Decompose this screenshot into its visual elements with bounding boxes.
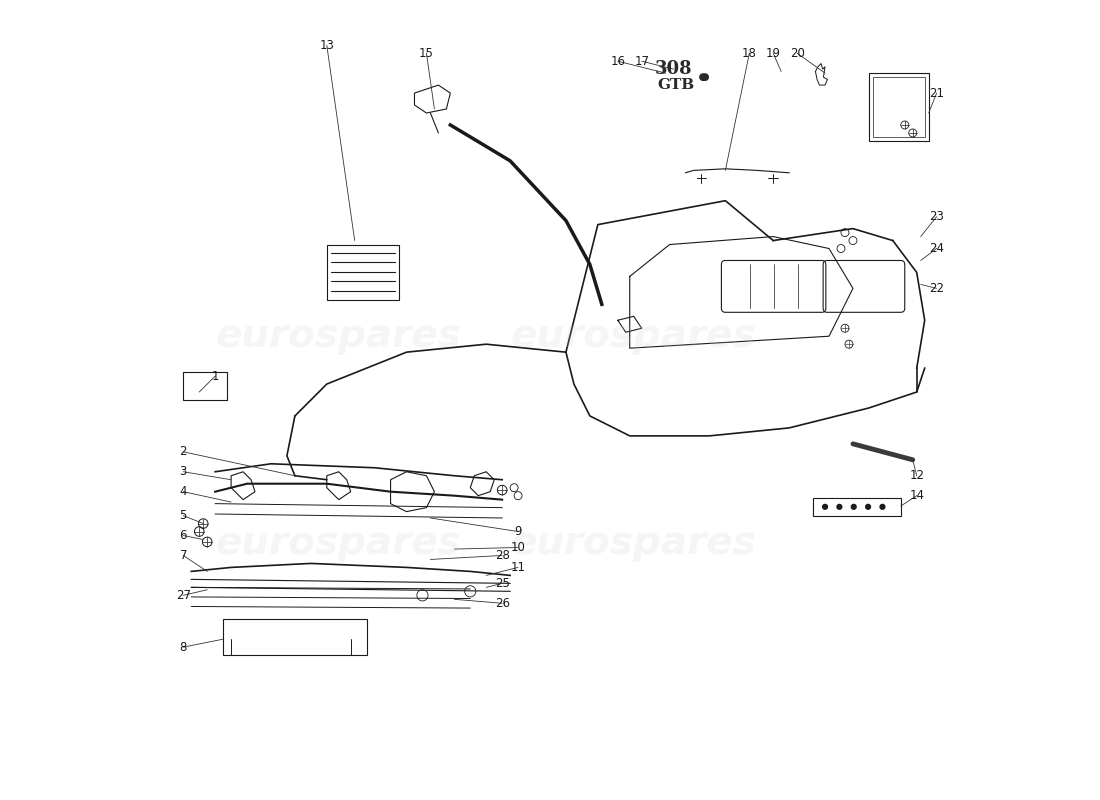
Text: 24: 24 [930, 242, 944, 255]
Text: 26: 26 [495, 597, 509, 610]
Text: eurospares: eurospares [510, 318, 756, 355]
Text: GTB: GTB [658, 78, 694, 92]
Text: 6: 6 [179, 529, 187, 542]
Bar [813, 498, 901, 515]
Text: 14: 14 [910, 489, 924, 502]
Circle shape [866, 505, 870, 510]
Text: 10: 10 [510, 541, 526, 554]
Text: 18: 18 [741, 46, 757, 60]
Circle shape [702, 74, 708, 80]
Text: 27: 27 [176, 589, 190, 602]
Bar [869, 73, 928, 141]
Text: 21: 21 [930, 86, 944, 99]
Text: 15: 15 [419, 46, 433, 60]
Text: 7: 7 [179, 549, 187, 562]
Text: 12: 12 [910, 470, 924, 482]
Text: 4: 4 [179, 485, 187, 498]
Text: 25: 25 [495, 577, 509, 590]
Bar [327, 245, 398, 300]
Text: 17: 17 [635, 54, 649, 68]
Text: 23: 23 [930, 210, 944, 223]
Text: 20: 20 [790, 46, 804, 60]
Circle shape [700, 74, 706, 80]
Circle shape [851, 505, 856, 510]
Text: 22: 22 [930, 282, 944, 295]
Text: 13: 13 [319, 38, 334, 52]
Text: 1: 1 [211, 370, 219, 382]
Bar [223, 619, 366, 655]
Text: 28: 28 [495, 549, 509, 562]
Circle shape [837, 505, 842, 510]
Text: 8: 8 [179, 641, 187, 654]
Text: 2: 2 [179, 446, 187, 458]
Bar [184, 372, 227, 400]
Circle shape [823, 505, 827, 510]
Text: 19: 19 [766, 46, 781, 60]
Bar [873, 77, 925, 137]
Text: eurospares: eurospares [216, 525, 461, 562]
Text: 3: 3 [179, 466, 187, 478]
Text: 11: 11 [510, 561, 526, 574]
Text: eurospares: eurospares [216, 318, 461, 355]
Circle shape [880, 505, 884, 510]
Text: eurospares: eurospares [510, 525, 756, 562]
Text: 9: 9 [515, 525, 521, 538]
Text: 5: 5 [179, 509, 187, 522]
Text: 16: 16 [610, 54, 625, 68]
Text: 308: 308 [654, 60, 692, 78]
